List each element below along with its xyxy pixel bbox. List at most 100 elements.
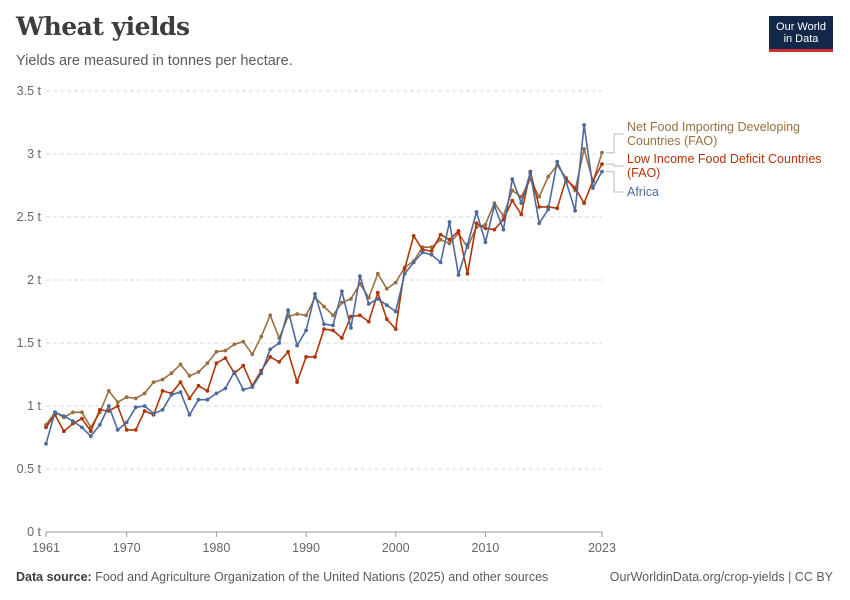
data-point[interactable] (205, 389, 210, 393)
data-point[interactable] (555, 159, 560, 164)
data-point[interactable] (160, 389, 165, 393)
data-point[interactable] (115, 404, 120, 408)
data-point[interactable] (223, 386, 228, 391)
data-point[interactable] (196, 397, 201, 402)
data-point[interactable] (375, 290, 380, 295)
data-point[interactable] (411, 234, 416, 238)
data-point[interactable] (106, 404, 111, 408)
data-point[interactable] (600, 150, 604, 155)
data-point[interactable] (322, 327, 326, 331)
data-point[interactable] (349, 297, 353, 301)
data-point[interactable] (537, 221, 542, 226)
data-point[interactable] (349, 326, 353, 330)
data-point[interactable] (196, 383, 201, 388)
data-point[interactable] (483, 222, 488, 227)
data-point[interactable] (411, 260, 416, 265)
data-point[interactable] (438, 260, 443, 265)
data-point[interactable] (223, 348, 228, 353)
data-point[interactable] (447, 237, 452, 242)
data-point[interactable] (241, 363, 246, 368)
data-point[interactable] (429, 252, 434, 257)
data-point[interactable] (573, 186, 577, 190)
data-point[interactable] (456, 229, 461, 233)
data-point[interactable] (97, 423, 102, 427)
data-point[interactable] (250, 352, 255, 357)
data-point[interactable] (331, 328, 335, 333)
data-point[interactable] (313, 292, 317, 296)
data-point[interactable] (187, 396, 192, 401)
series-label[interactable]: Low Income Food Deficit Countries (627, 152, 822, 166)
data-point[interactable] (214, 349, 219, 354)
data-point[interactable] (106, 389, 111, 393)
data-point[interactable] (232, 370, 237, 374)
data-point[interactable] (375, 271, 380, 276)
data-point[interactable] (115, 400, 120, 405)
data-point[interactable] (537, 194, 542, 199)
data-point[interactable] (358, 274, 362, 279)
data-point[interactable] (474, 210, 479, 214)
data-point[interactable] (519, 212, 524, 217)
data-point[interactable] (537, 205, 542, 209)
data-point[interactable] (366, 302, 371, 306)
data-point[interactable] (277, 360, 282, 364)
data-point[interactable] (492, 203, 497, 208)
data-point[interactable] (429, 249, 434, 253)
data-point[interactable] (88, 434, 93, 439)
data-point[interactable] (465, 271, 470, 276)
data-point[interactable] (80, 410, 84, 415)
data-point[interactable] (80, 425, 84, 430)
data-point[interactable] (53, 410, 57, 415)
data-point[interactable] (142, 391, 147, 396)
data-point[interactable] (393, 309, 398, 314)
data-point[interactable] (124, 395, 129, 400)
data-point[interactable] (124, 428, 129, 432)
data-point[interactable] (142, 409, 147, 413)
data-point[interactable] (223, 356, 228, 360)
data-point[interactable] (44, 441, 48, 446)
series-label[interactable]: (FAO) (627, 166, 660, 180)
data-point[interactable] (474, 221, 479, 226)
data-point[interactable] (169, 371, 174, 376)
data-point[interactable] (402, 266, 407, 271)
data-point[interactable] (277, 341, 282, 345)
data-point[interactable] (420, 250, 425, 255)
data-point[interactable] (582, 123, 586, 127)
data-point[interactable] (295, 312, 299, 316)
data-point[interactable] (519, 201, 524, 206)
data-point[interactable] (358, 313, 362, 318)
data-point[interactable] (322, 322, 326, 326)
data-point[interactable] (133, 396, 138, 401)
data-point[interactable] (241, 387, 246, 392)
data-point[interactable] (384, 317, 389, 321)
data-point[interactable] (295, 380, 299, 384)
data-point[interactable] (402, 271, 407, 276)
data-point[interactable] (331, 323, 335, 328)
data-point[interactable] (546, 174, 551, 179)
data-point[interactable] (259, 371, 264, 376)
data-point[interactable] (492, 227, 497, 232)
data-point[interactable] (259, 334, 264, 339)
data-point[interactable] (510, 198, 515, 203)
data-point[interactable] (268, 347, 273, 352)
owid-logo[interactable]: Our World in Data (769, 16, 833, 52)
series-line-2[interactable] (45, 124, 603, 445)
data-point[interactable] (214, 391, 219, 396)
series-label[interactable]: Net Food Importing Developing (627, 120, 800, 134)
series-line-1[interactable] (45, 163, 603, 433)
data-point[interactable] (88, 429, 93, 434)
data-point[interactable] (582, 201, 586, 206)
data-point[interactable] (322, 304, 326, 309)
data-point[interactable] (492, 201, 497, 206)
data-point[interactable] (160, 407, 165, 412)
data-point[interactable] (97, 407, 102, 412)
data-point[interactable] (340, 300, 344, 305)
data-point[interactable] (80, 416, 84, 421)
data-point[interactable] (483, 226, 488, 231)
series-label[interactable]: Countries (FAO) (627, 134, 717, 148)
data-point[interactable] (196, 370, 201, 374)
series-line-0[interactable] (45, 148, 603, 429)
data-point[interactable] (591, 186, 595, 190)
data-point[interactable] (286, 349, 290, 354)
data-point[interactable] (71, 410, 75, 415)
data-point[interactable] (214, 361, 219, 366)
